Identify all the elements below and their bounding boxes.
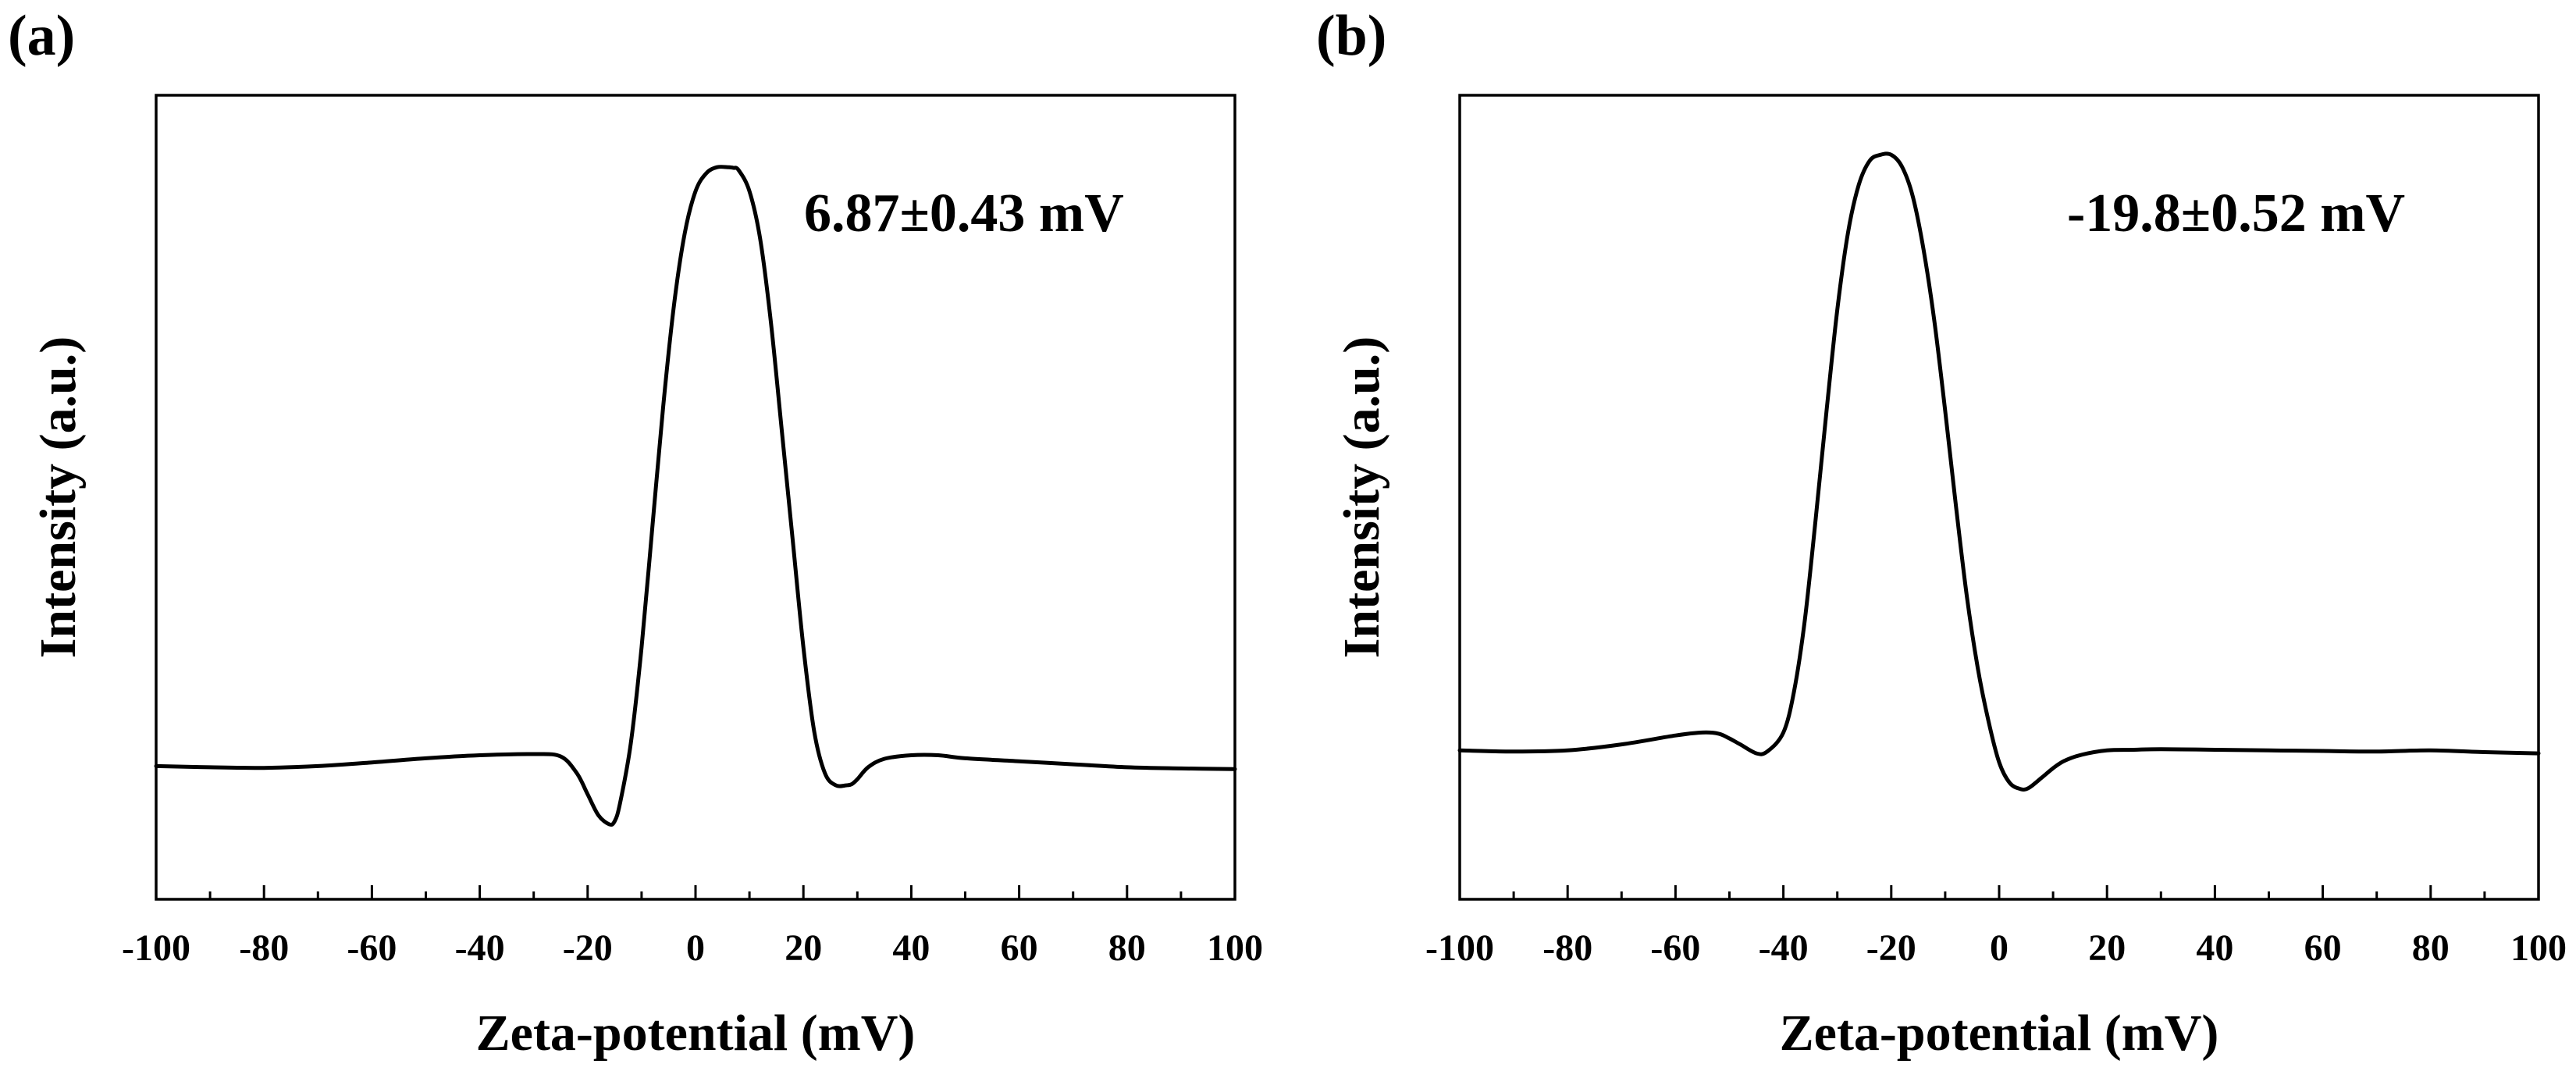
x-tick-label: 60 — [1001, 927, 1038, 969]
y-axis-title-b: Intensity (a.u.) — [1333, 336, 1390, 659]
x-tick-labels-b: -100 -80 -60 -40 -20 0 20 40 60 80 100 — [1425, 927, 2567, 969]
x-tick-label: -60 — [1650, 927, 1700, 969]
x-ticks-a — [155, 885, 1236, 899]
x-tick-label: 0 — [1990, 927, 2008, 969]
series-line-b — [1457, 151, 2541, 792]
x-tick-label: 80 — [1108, 927, 1146, 969]
x-tick-label: -100 — [122, 927, 190, 969]
x-tick-label: 100 — [2510, 927, 2567, 969]
x-ticks-b — [1458, 885, 2540, 899]
x-tick-label: -40 — [1759, 927, 1809, 969]
series-line-a — [154, 165, 1237, 827]
zeta-value-annotation-b: -19.8±0.52 mV — [2067, 183, 2405, 244]
x-tick-label: 20 — [785, 927, 822, 969]
x-tick-label: -60 — [347, 927, 397, 969]
chart-panel-a: (a) -100 -80 -60 -40 -20 0 20 40 60 80 100 6.87±0.… — [8, 4, 1263, 1062]
x-axis-title-a: Zeta-potential (mV) — [476, 1005, 916, 1062]
panel-label-b: (b) — [1316, 4, 1386, 68]
x-tick-label: -20 — [1866, 927, 1916, 969]
x-tick-label: 80 — [2412, 927, 2450, 969]
y-axis-title-a: Intensity (a.u.) — [30, 336, 87, 659]
x-tick-label: -80 — [1542, 927, 1592, 969]
x-tick-label: 20 — [2088, 927, 2126, 969]
x-tick-label: -20 — [563, 927, 613, 969]
chart-panel-b: (b) -100 -80 -60 -40 -20 0 20 40 60 80 100 -19.8±0… — [1316, 4, 2567, 1062]
x-tick-label: 60 — [2304, 927, 2342, 969]
x-tick-label: 100 — [1207, 927, 1263, 969]
zeta-value-annotation-a: 6.87±0.43 mV — [804, 183, 1124, 244]
x-tick-label: -80 — [239, 927, 289, 969]
x-tick-label: 40 — [892, 927, 930, 969]
x-axis-title-b: Zeta-potential (mV) — [1780, 1005, 2219, 1062]
x-tick-label: -40 — [455, 927, 505, 969]
x-tick-label: 40 — [2196, 927, 2233, 969]
x-tick-label: 0 — [686, 927, 705, 969]
x-tick-labels-a: -100 -80 -60 -40 -20 0 20 40 60 80 100 — [122, 927, 1263, 969]
panel-label-a: (a) — [8, 4, 75, 68]
x-tick-label: -100 — [1425, 927, 1494, 969]
